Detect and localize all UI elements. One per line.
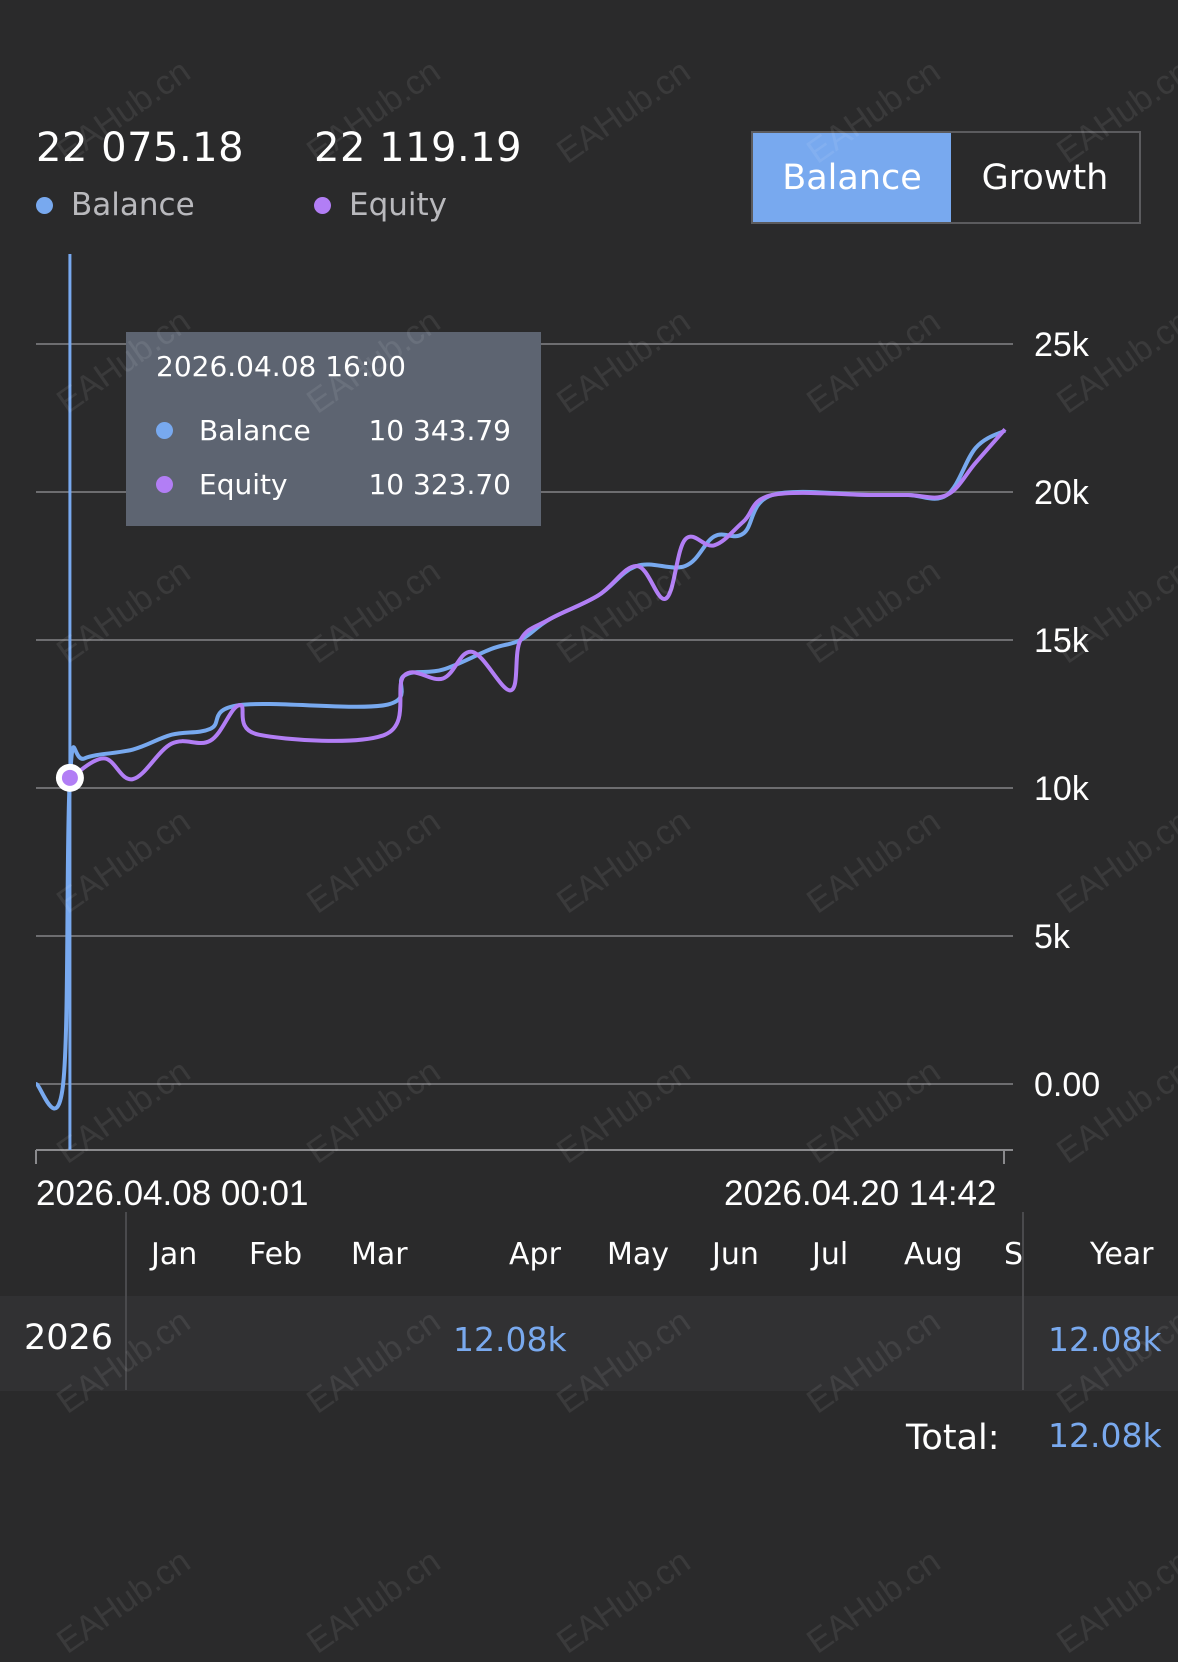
equity-legend-label: Equity	[349, 187, 448, 223]
equity-legend: Equity	[314, 190, 522, 221]
balance-stat: 22 075.18 Balance	[36, 128, 244, 221]
year-row-2026	[0, 1296, 1178, 1391]
month-header-may: May	[607, 1237, 670, 1272]
total-label: Total:	[906, 1418, 1000, 1458]
tooltip-equity-row: Equity 10 323.70	[156, 457, 511, 511]
table-divider-left	[125, 1212, 127, 1390]
chart-mode-toggle: Balance Growth	[751, 131, 1141, 224]
x-axis-end-label: 2026.04.20 14:42	[724, 1174, 997, 1213]
y-tick-label: 0.00	[1034, 1066, 1100, 1104]
x-axis-start-label: 2026.04.08 00:01	[36, 1174, 309, 1213]
tooltip-balance-value: 10 343.79	[368, 413, 511, 447]
tooltip-equity-value: 10 323.70	[368, 467, 511, 501]
month-header-feb: Feb	[249, 1237, 303, 1272]
month-header-jun: Jun	[712, 1237, 759, 1272]
month-header-aug: Aug	[904, 1237, 963, 1272]
balance-legend-label: Balance	[71, 187, 195, 223]
month-header-sep: S	[1004, 1237, 1024, 1272]
balance-value: 22 075.18	[36, 125, 245, 171]
equity-series-line	[68, 427, 1007, 782]
tooltip-equity-dot-icon	[156, 475, 173, 493]
equity-dot-icon	[314, 197, 331, 214]
month-header-mar: Mar	[351, 1237, 408, 1272]
y-tick-label: 15k	[1034, 622, 1090, 660]
growth-toggle-button[interactable]: Growth	[981, 157, 1109, 198]
table-divider-right	[1022, 1212, 1024, 1390]
tooltip-balance-row: Balance 10 343.79	[156, 403, 511, 457]
year-total-value: 12.08k	[1048, 1320, 1162, 1359]
hover-marker-dot	[61, 769, 78, 786]
y-tick-label: 5k	[1034, 918, 1071, 956]
tooltip-balance-label: Balance	[199, 413, 311, 447]
y-tick-label: 25k	[1034, 326, 1090, 364]
year-label: 2026	[24, 1318, 114, 1358]
year-column-header: Year	[1090, 1237, 1154, 1272]
y-tick-label: 20k	[1034, 474, 1090, 512]
balance-series-line	[34, 428, 1007, 1111]
total-value: 12.08k	[1048, 1416, 1162, 1455]
tooltip-balance-dot-icon	[156, 421, 173, 439]
balance-legend: Balance	[36, 190, 244, 221]
month-header-jul: Jul	[812, 1237, 849, 1272]
month-header-apr: Apr	[509, 1237, 561, 1272]
tooltip-equity-label: Equity	[199, 467, 288, 501]
equity-stat: 22 119.19 Equity	[314, 128, 522, 221]
y-tick-label: 10k	[1034, 770, 1090, 808]
chart-tooltip: 2026.04.08 16:00 Balance 10 343.79 Equit…	[126, 332, 541, 526]
month-header-jan: Jan	[151, 1237, 198, 1272]
april-value[interactable]: 12.08k	[453, 1320, 567, 1359]
balance-dot-icon	[36, 197, 53, 214]
balance-toggle-button[interactable]: Balance	[753, 133, 951, 222]
equity-value: 22 119.19	[314, 125, 523, 171]
tooltip-time: 2026.04.08 16:00	[156, 350, 406, 383]
